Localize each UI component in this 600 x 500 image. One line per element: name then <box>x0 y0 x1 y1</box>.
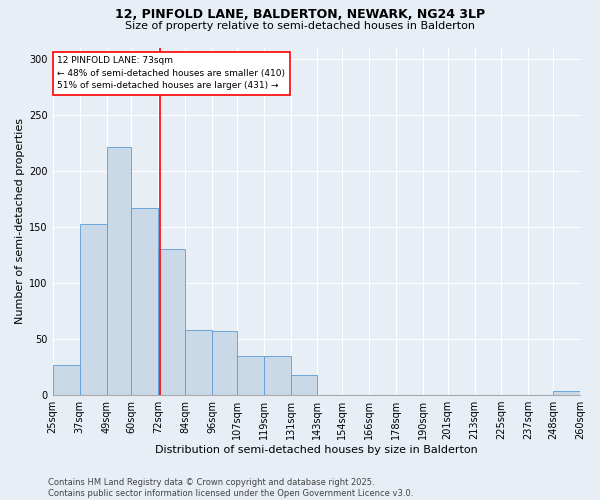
Bar <box>290 375 317 395</box>
Y-axis label: Number of semi-detached properties: Number of semi-detached properties <box>15 118 25 324</box>
Text: 12 PINFOLD LANE: 73sqm
← 48% of semi-detached houses are smaller (410)
51% of se: 12 PINFOLD LANE: 73sqm ← 48% of semi-det… <box>57 56 285 90</box>
Text: Size of property relative to semi-detached houses in Balderton: Size of property relative to semi-detach… <box>125 21 475 31</box>
Bar <box>53 365 80 395</box>
Bar <box>553 390 580 395</box>
Bar <box>185 330 212 395</box>
Text: 12, PINFOLD LANE, BALDERTON, NEWARK, NG24 3LP: 12, PINFOLD LANE, BALDERTON, NEWARK, NG2… <box>115 8 485 20</box>
Text: Contains HM Land Registry data © Crown copyright and database right 2025.
Contai: Contains HM Land Registry data © Crown c… <box>48 478 413 498</box>
Bar <box>107 148 131 395</box>
Bar <box>263 356 290 395</box>
Bar <box>131 208 158 395</box>
X-axis label: Distribution of semi-detached houses by size in Balderton: Distribution of semi-detached houses by … <box>155 445 478 455</box>
Bar <box>212 331 236 395</box>
Bar <box>158 250 185 395</box>
Bar <box>80 224 107 395</box>
Bar <box>236 356 263 395</box>
